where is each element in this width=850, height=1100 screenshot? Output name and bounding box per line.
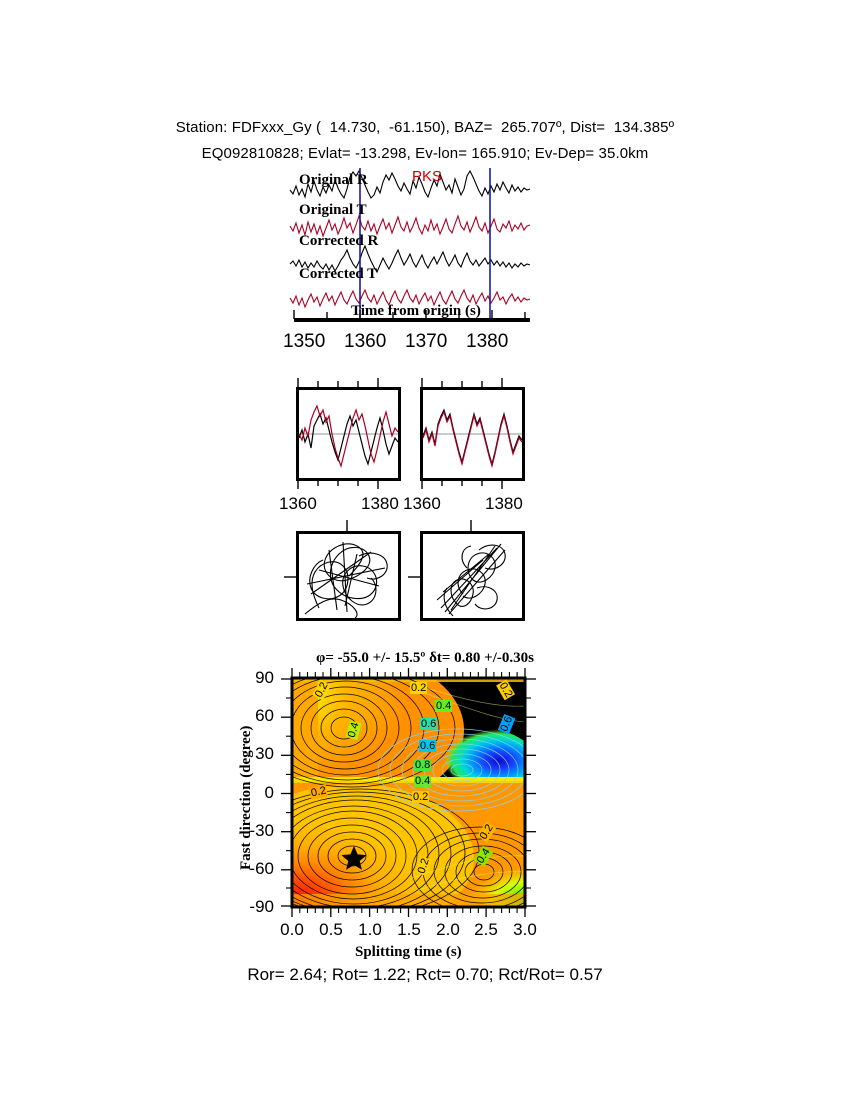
overlay-panel-right-ticks bbox=[421, 378, 503, 387]
hodogram-left-top-tick bbox=[346, 520, 348, 531]
contour-ytick-30: 30 bbox=[255, 744, 274, 763]
quality-stats: Ror= 2.64; Rot= 1.22; Rct= 0.70; Rct/Rot… bbox=[247, 965, 603, 984]
contour-ytick-m90: -90 bbox=[249, 897, 274, 916]
contour-label-0.8-a: 0.8 bbox=[414, 759, 432, 771]
hodogram-uncorrected bbox=[296, 531, 401, 621]
contour-label-0.2-b: 0.2 bbox=[410, 682, 428, 694]
best-fit-star bbox=[341, 846, 367, 870]
phase-label-pks: PKS bbox=[412, 168, 443, 185]
overlay-right-tick-1380: 1380 bbox=[485, 494, 523, 513]
contour-ytick-0: 0 bbox=[264, 783, 274, 802]
waveform-tick-1380: 1380 bbox=[466, 331, 509, 352]
contour-plot: 0.2 0.2 0.2 0.4 0.4 0.6 0.6 0.6 0.8 0.4 … bbox=[290, 676, 527, 909]
contour-label-0.2-d: 0.2 bbox=[412, 791, 430, 803]
particle-motion-uncorrected bbox=[304, 541, 388, 619]
contour-xtick-3.0: 3.0 bbox=[513, 920, 537, 939]
contour-bottom-ticks bbox=[291, 907, 526, 917]
contour-ytick-60: 60 bbox=[255, 706, 274, 725]
overlay-left-tick-1360: 1360 bbox=[279, 494, 317, 513]
trace-label-original-r: Original R bbox=[299, 172, 368, 188]
contour-xtick-2.5: 2.5 bbox=[474, 920, 498, 939]
overlay-traces-uncorrected bbox=[298, 404, 399, 469]
trace-label-corrected-t: Corrected T bbox=[299, 266, 378, 282]
contour-label-0.4-c: 0.4 bbox=[414, 775, 432, 787]
contour-label-0.6-b: 0.6 bbox=[419, 740, 437, 752]
trace-label-original-t: Original T bbox=[299, 202, 367, 218]
overlay-panel-left-bottom-ticks bbox=[297, 481, 379, 489]
contour-xtick-2.0: 2.0 bbox=[436, 920, 460, 939]
contour-label-0.4-b: 0.4 bbox=[435, 700, 453, 712]
waveform-axis-ticks bbox=[293, 310, 526, 319]
contour-top-ticks bbox=[291, 668, 526, 678]
hodogram-corrected bbox=[420, 531, 525, 621]
contour-xlabel: Splitting time (s) bbox=[355, 944, 462, 960]
overlay-panel-right-bottom-ticks bbox=[421, 481, 503, 489]
contour-xtick-1.0: 1.0 bbox=[358, 920, 382, 939]
contour-xtick-0.5: 0.5 bbox=[319, 920, 343, 939]
particle-motion-corrected bbox=[436, 543, 506, 617]
overlay-traces-corrected bbox=[422, 408, 523, 469]
contour-right-ticks bbox=[525, 678, 536, 907]
waveform-traces bbox=[289, 168, 531, 318]
contour-ytick-m60: -60 bbox=[249, 859, 274, 878]
waveform-tick-1360: 1360 bbox=[344, 331, 387, 352]
waveform-tick-1370: 1370 bbox=[405, 331, 448, 352]
overlay-panel-corrected bbox=[420, 387, 525, 481]
waveform-axis-line bbox=[294, 318, 530, 322]
waveform-tick-1350: 1350 bbox=[283, 331, 326, 352]
waveform-panel bbox=[289, 168, 531, 318]
contour-xtick-1.5: 1.5 bbox=[397, 920, 421, 939]
contour-title: φ= -55.0 +/- 15.5º δt= 0.80 +/-0.30s bbox=[316, 650, 534, 666]
overlay-right-tick-1360: 1360 bbox=[403, 494, 441, 513]
hodogram-right-side-tick bbox=[408, 576, 420, 578]
station-header-line: Station: FDFxxx_Gy ( 14.730, -61.150), B… bbox=[175, 119, 675, 136]
waveform-axis-title: Time from origin (s) bbox=[351, 303, 481, 319]
contour-label-0.6-a: 0.6 bbox=[420, 718, 438, 730]
event-header-line: EQ092810828; Evlat= -13.298, Ev-lon= 165… bbox=[201, 145, 649, 162]
contour-left-ticks bbox=[281, 678, 292, 907]
trace-label-corrected-r: Corrected R bbox=[299, 233, 379, 249]
overlay-left-tick-1380: 1380 bbox=[361, 494, 399, 513]
hodogram-left-side-tick bbox=[284, 576, 296, 578]
overlay-panel-left-ticks bbox=[297, 378, 379, 387]
contour-ytick-m30: -30 bbox=[249, 821, 274, 840]
contour-ytick-90: 90 bbox=[255, 668, 274, 687]
overlay-panel-uncorrected bbox=[296, 387, 401, 481]
hodogram-right-top-tick bbox=[470, 520, 472, 531]
contour-xtick-0.0: 0.0 bbox=[280, 920, 304, 939]
